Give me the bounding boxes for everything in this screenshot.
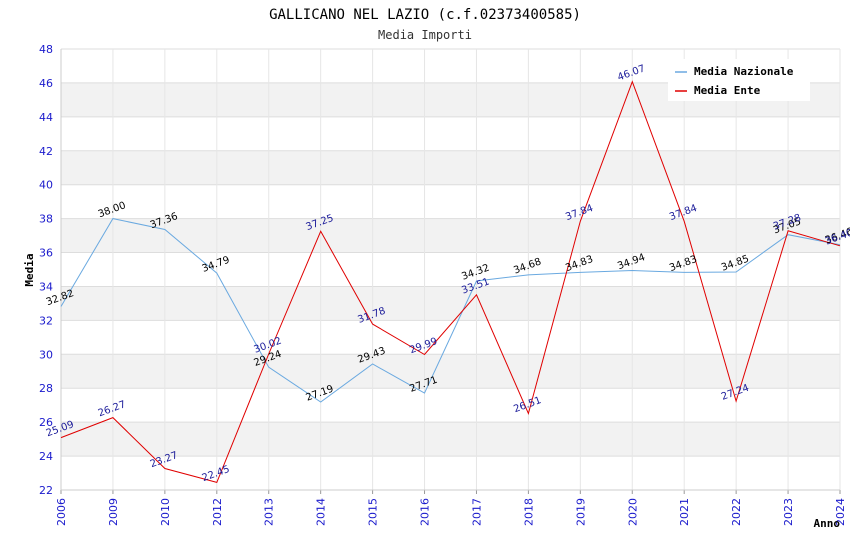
y-tick-labels: 22 24 26 28 30 32 34 36 38 40 42 44 46 48 (39, 43, 53, 497)
legend: Media Nazionale Media Ente (668, 59, 810, 101)
y-tick-label: 42 (39, 145, 53, 158)
y-tick-label: 48 (39, 43, 53, 56)
grid-band (61, 218, 840, 253)
series-line-media-ente (60, 80, 841, 483)
y-tick-label: 40 (39, 179, 53, 192)
grid-band (61, 286, 840, 321)
grid-band (61, 150, 840, 185)
axes (60, 49, 840, 491)
series-line-media-nazionale (60, 218, 841, 403)
x-tick-label: 2015 (367, 498, 380, 526)
x-tick-label: 2022 (730, 498, 743, 526)
x-tick-label: 2024 (834, 498, 847, 526)
grid-band (61, 456, 840, 490)
y-axis-label: Media (23, 253, 36, 286)
y-tick-label: 24 (39, 450, 53, 463)
grid-band (61, 252, 840, 287)
x-tick-label: 2021 (678, 498, 691, 526)
grid-lines (60, 48, 841, 494)
x-tick-label: 2006 (55, 498, 68, 526)
x-tick-label: 2023 (782, 498, 795, 526)
legend-label-media-ente: Media Ente (694, 84, 761, 97)
legend-label-media-nazionale: Media Nazionale (694, 65, 794, 78)
y-tick-label: 32 (39, 314, 53, 327)
x-tick-label: 2016 (419, 498, 432, 526)
x-tick-label: 2014 (315, 498, 328, 526)
x-axis-label: Anno (814, 517, 841, 530)
x-tick-label: 2013 (263, 498, 276, 526)
x-tick-label: 2010 (159, 498, 172, 526)
x-tick-label: 2019 (574, 498, 587, 526)
y-tick-label: 26 (39, 416, 53, 429)
x-tick-label: 2018 (522, 498, 535, 526)
y-tick-label: 22 (39, 484, 53, 497)
series-lines (60, 80, 841, 483)
y-tick-label: 36 (39, 247, 53, 260)
legend-box (668, 59, 810, 101)
x-tick-labels: 2006 2009 2010 2012 2013 2014 2015 2016 2017 2018… (55, 498, 847, 526)
grid-band (61, 116, 840, 151)
y-tick-label: 34 (39, 280, 53, 293)
grid-band (61, 422, 840, 457)
y-tick-label: 46 (39, 77, 53, 90)
x-tick-label: 2012 (211, 498, 224, 526)
grid-band (61, 388, 840, 423)
y-tick-label: 38 (39, 213, 53, 226)
x-tick-label: 2009 (107, 498, 120, 526)
x-tick-label: 2017 (470, 498, 483, 526)
x-tick-label: 2020 (626, 498, 639, 526)
grid-band (61, 184, 840, 219)
grid-band (61, 354, 840, 389)
y-tick-label: 30 (39, 348, 53, 361)
y-tick-label: 44 (39, 111, 53, 124)
chart-subtitle: Media Importi (378, 28, 472, 42)
chart-title: GALLICANO NEL LAZIO (c.f.02373400585) (269, 7, 581, 23)
y-tick-label: 28 (39, 382, 53, 395)
